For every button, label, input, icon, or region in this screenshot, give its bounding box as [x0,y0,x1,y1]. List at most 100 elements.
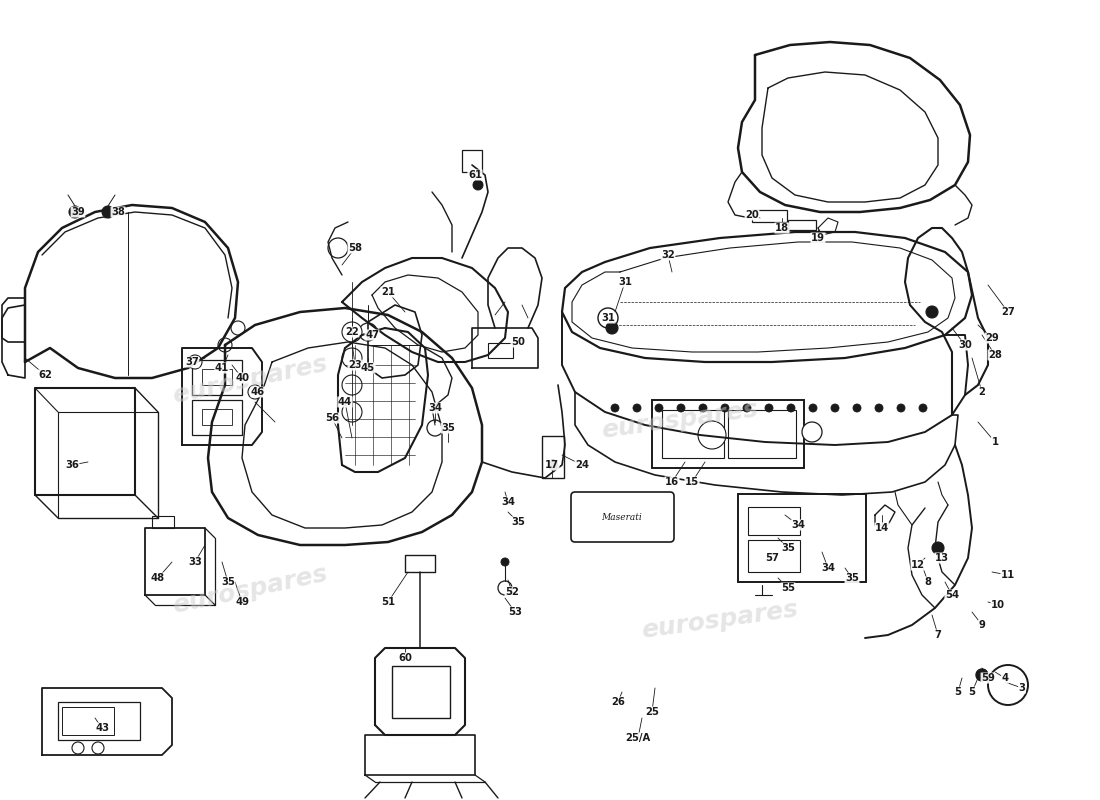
Circle shape [786,404,795,412]
Text: 47: 47 [365,330,380,340]
Text: 60: 60 [398,653,411,663]
Circle shape [102,206,114,218]
Text: 59: 59 [981,673,994,683]
Bar [202,409,232,425]
Text: 8: 8 [924,577,932,587]
Circle shape [548,460,558,470]
Text: 58: 58 [348,243,362,253]
Bar [192,360,242,395]
Text: 35: 35 [512,517,525,527]
Text: 20: 20 [745,210,759,220]
Circle shape [698,421,726,449]
Text: 54: 54 [945,590,959,600]
Bar [652,400,804,468]
Bar [192,400,242,435]
Text: 45: 45 [361,363,375,373]
Text: 43: 43 [95,723,109,733]
Text: 57: 57 [766,553,779,563]
Text: 17: 17 [544,460,559,470]
Circle shape [188,355,202,369]
Text: 9: 9 [979,620,986,630]
Text: 37: 37 [185,357,199,367]
Circle shape [218,338,232,352]
Text: 34: 34 [821,563,835,573]
Bar [752,210,786,222]
Text: 4: 4 [1001,673,1009,683]
Text: 10: 10 [991,600,1005,610]
Circle shape [808,404,817,412]
Circle shape [874,404,883,412]
Circle shape [896,404,905,412]
Text: 44: 44 [338,397,352,407]
Text: 12: 12 [911,560,925,570]
Text: 55: 55 [781,583,795,593]
Text: 26: 26 [612,697,625,707]
Circle shape [231,321,245,335]
Text: 34: 34 [428,403,442,413]
Text: 50: 50 [512,337,525,347]
Circle shape [632,404,641,412]
Circle shape [764,404,773,412]
Bar [748,507,800,535]
Circle shape [606,322,618,334]
Text: 31: 31 [618,277,632,287]
Text: 19: 19 [811,233,825,243]
Circle shape [427,420,443,436]
Text: 2: 2 [979,387,986,397]
Text: 23: 23 [348,360,362,370]
Text: 56: 56 [324,413,339,423]
Text: 38: 38 [111,207,125,217]
Text: 62: 62 [39,370,52,380]
Text: 22: 22 [345,327,359,337]
Text: 34: 34 [791,520,805,530]
Text: 29: 29 [986,333,999,343]
Text: 35: 35 [845,573,859,583]
Circle shape [676,404,685,412]
Bar [728,410,796,458]
Circle shape [926,306,938,318]
Bar [738,494,866,582]
Bar [542,436,564,478]
Text: 11: 11 [1001,570,1015,580]
Text: eurospares: eurospares [640,597,800,643]
Circle shape [500,558,509,566]
Circle shape [932,542,944,554]
Text: 49: 49 [235,597,249,607]
Text: 39: 39 [72,207,85,217]
Text: 52: 52 [505,587,519,597]
Circle shape [988,665,1028,705]
Text: 16: 16 [664,477,679,487]
Text: 35: 35 [221,577,235,587]
Circle shape [69,206,81,218]
Text: 40: 40 [235,373,249,383]
Text: 25/A: 25/A [626,733,650,743]
Text: eurospares: eurospares [170,352,330,408]
Text: 15: 15 [685,477,700,487]
Text: 18: 18 [774,223,789,233]
Text: 35: 35 [781,543,795,553]
Text: 48: 48 [151,573,165,583]
Text: 5: 5 [968,687,976,697]
Circle shape [918,404,927,412]
FancyBboxPatch shape [571,492,674,542]
Text: 13: 13 [935,553,949,563]
Bar [488,343,513,358]
Circle shape [473,180,483,190]
Circle shape [328,238,348,258]
Circle shape [802,422,822,442]
Circle shape [342,322,362,342]
Text: 1: 1 [991,437,999,447]
Text: 31: 31 [601,313,615,323]
Circle shape [830,404,839,412]
Circle shape [248,385,262,399]
Text: 46: 46 [251,387,265,397]
Bar [462,150,482,172]
Text: 28: 28 [988,350,1002,360]
Text: 14: 14 [874,523,889,533]
Circle shape [720,404,729,412]
Circle shape [976,669,988,681]
Circle shape [698,404,707,412]
Bar [62,707,114,735]
Text: 35: 35 [441,423,455,433]
Bar [788,220,816,230]
